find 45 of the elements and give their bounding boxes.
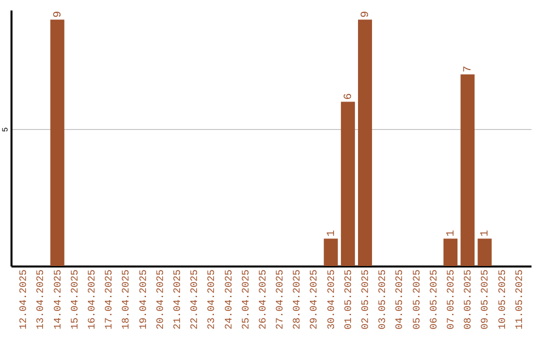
y-tick-label: 5 [2,127,10,132]
x-tick-label: 08.05.2025 [464,270,475,330]
bar [324,238,338,266]
x-tick-label: 23.04.2025 [207,270,218,330]
x-tick-label: 11.05.2025 [514,270,526,330]
bar [478,238,492,266]
x-tick-label: 19.04.2025 [138,270,150,330]
data-label: 1 [445,230,458,237]
bar [443,238,458,266]
bar [358,20,372,266]
data-label: 6 [342,93,355,100]
data-label: 7 [462,66,475,72]
x-tick-label: 16.04.2025 [88,270,99,330]
x-tick-label: 10.05.2025 [498,270,509,330]
x-tick-label: 04.05.2025 [395,270,406,330]
x-tick-label: 13.04.2025 [36,270,48,330]
x-tick-label: 07.05.2025 [446,270,458,330]
x-tick-label: 22.04.2025 [190,270,202,330]
x-tick-label: 09.05.2025 [480,270,492,330]
x-tick-label: 14.04.2025 [53,270,64,330]
x-tick-label: 20.04.2025 [156,270,167,330]
x-tick-label: 15.04.2025 [70,270,82,330]
x-tick-label: 05.05.2025 [412,270,424,330]
x-tick-label: 24.04.2025 [224,270,236,330]
data-label: 1 [326,230,338,237]
data-label: 9 [360,10,372,18]
x-tick-label: 29.04.2025 [310,270,321,330]
x-tick-label: 17.04.2025 [104,270,116,330]
x-tick-label: 18.04.2025 [122,270,133,330]
x-tick-label: 21.04.2025 [172,270,184,330]
data-label: 1 [480,230,492,237]
data-label: 9 [52,10,64,18]
x-tick-label: 30.04.2025 [326,270,338,330]
x-tick-label: 12.04.2025 [19,270,30,330]
x-tick-label: 27.04.2025 [276,270,287,330]
x-tick-label: 25.04.2025 [241,270,252,330]
bar [460,74,475,266]
x-tick-label: 01.05.2025 [344,270,355,330]
x-tick-label: 03.05.2025 [378,270,390,330]
bar [50,20,64,266]
x-tick-label: 06.05.2025 [429,270,440,330]
bar [340,102,355,266]
x-tick-label: 26.04.2025 [258,270,270,330]
x-tick-label: 02.05.2025 [361,270,372,330]
x-tick-label: 28.04.2025 [292,270,304,330]
